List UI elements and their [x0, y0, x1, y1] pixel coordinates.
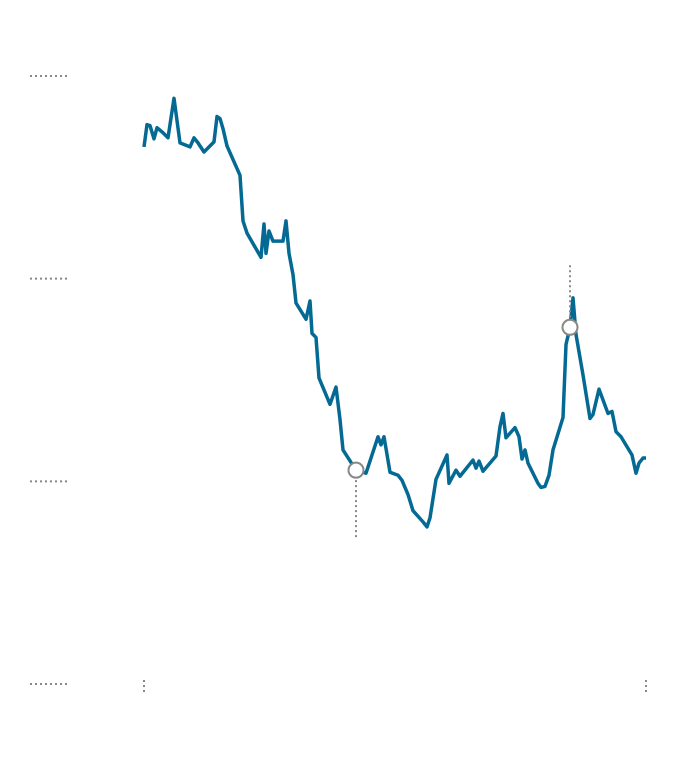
data-line: [142, 96, 646, 529]
highlight-marker: [347, 461, 365, 479]
highlight-marker: [561, 318, 579, 336]
